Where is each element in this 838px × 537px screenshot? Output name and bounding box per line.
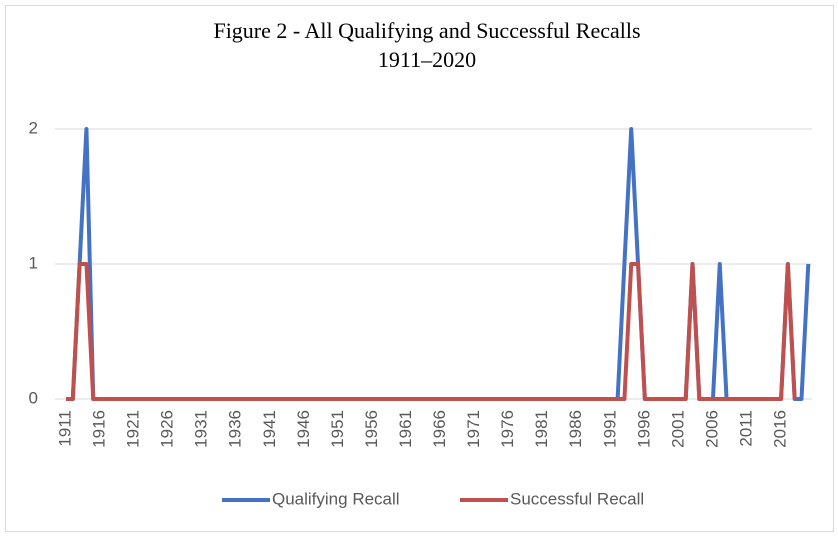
line-series (66, 262, 797, 401)
x-tick-label: 1926 (158, 410, 177, 448)
x-tick-label: 1961 (396, 410, 415, 448)
x-tick-label: 1951 (328, 410, 347, 448)
y-tick-label: 1 (29, 253, 38, 272)
x-tick-label: 1941 (260, 410, 279, 448)
y-tick-label: 0 (29, 388, 38, 407)
x-tick-label: 2011 (736, 410, 755, 447)
x-tick-label: 1936 (226, 410, 245, 448)
chart-border (5, 5, 834, 532)
x-tick-label: 2016 (771, 410, 790, 448)
x-tick-label: 1991 (600, 410, 619, 448)
x-tick-label: 1911 (55, 410, 74, 447)
x-tick-label: 2006 (702, 410, 721, 448)
x-tick-label: 1946 (294, 410, 313, 448)
x-tick-label: 1931 (192, 410, 211, 448)
legend-label: Qualifying Recall (272, 489, 400, 508)
x-tick-label: 2001 (668, 410, 687, 448)
x-tick-label: 1981 (532, 410, 551, 448)
x-tick-label: 1956 (362, 410, 381, 448)
y-tick-label: 2 (29, 118, 38, 137)
x-tick-label: 1921 (124, 410, 143, 448)
chart-subtitle: 1911–2020 (378, 47, 476, 72)
legend-label: Successful Recall (510, 489, 644, 508)
x-tick-label: 1916 (90, 410, 109, 448)
x-tick-label: 1986 (566, 410, 585, 448)
chart-title: Figure 2 - All Qualifying and Successful… (213, 18, 640, 43)
x-tick-label: 1996 (634, 410, 653, 448)
x-tick-label: 1966 (430, 410, 449, 448)
x-tick-label: 1976 (498, 410, 517, 448)
x-tick-label: 1971 (464, 410, 483, 448)
